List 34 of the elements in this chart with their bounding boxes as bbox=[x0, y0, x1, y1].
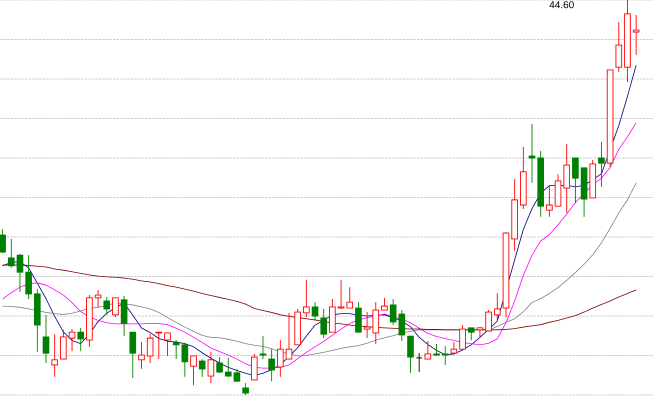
candlestick bbox=[502, 231, 510, 318]
candlestick bbox=[86, 294, 93, 348]
candlestick bbox=[42, 314, 50, 364]
candlestick bbox=[563, 144, 570, 214]
candlestick bbox=[172, 340, 180, 360]
candlestick bbox=[624, 0, 631, 83]
candlestick bbox=[528, 124, 536, 184]
candlestick bbox=[268, 348, 275, 382]
candlestick bbox=[364, 312, 370, 339]
candlestick bbox=[94, 289, 102, 308]
candlestick bbox=[182, 342, 188, 378]
candlestick bbox=[138, 342, 145, 370]
candlestick bbox=[598, 141, 605, 188]
candlestick bbox=[632, 14, 640, 56]
annotation: 44.60 bbox=[550, 1, 574, 8]
candlestick bbox=[537, 150, 544, 218]
candlestick bbox=[277, 340, 284, 378]
candlestick bbox=[51, 334, 58, 378]
candlestick bbox=[390, 298, 396, 326]
candlestick bbox=[520, 146, 527, 210]
candlestick bbox=[68, 328, 76, 352]
candlestick bbox=[416, 352, 422, 373]
candlestick bbox=[34, 288, 41, 352]
candlestick bbox=[260, 336, 266, 360]
candlestick bbox=[398, 310, 406, 342]
candlestick bbox=[312, 302, 318, 320]
candlestick bbox=[511, 178, 518, 252]
candlestick bbox=[476, 326, 484, 339]
candlestick bbox=[25, 254, 32, 300]
candlestick bbox=[146, 334, 154, 364]
candlestick bbox=[208, 351, 214, 384]
candlestick bbox=[120, 295, 128, 337]
candlestick bbox=[16, 254, 24, 292]
candlestick bbox=[546, 186, 553, 218]
